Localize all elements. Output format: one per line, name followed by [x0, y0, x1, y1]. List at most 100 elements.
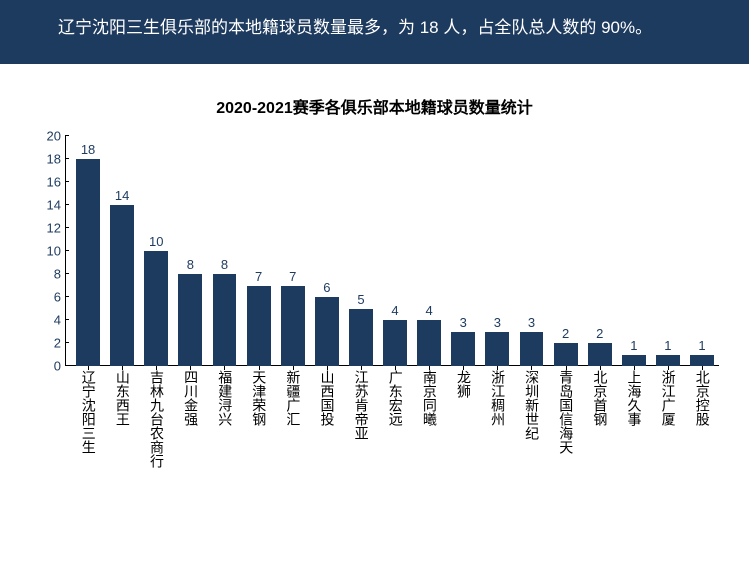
x-label-text: 福建浔兴	[217, 370, 232, 468]
x-tick-mark	[463, 366, 464, 370]
x-label-text: 深圳新世纪	[524, 370, 539, 468]
x-label-text: 吉林九台农商行	[149, 370, 164, 468]
bar-slot: 3	[514, 136, 548, 366]
bar-value-label: 2	[596, 326, 603, 341]
bar-rect	[76, 159, 100, 366]
bar-value-label: 3	[494, 315, 501, 330]
x-axis-labels: 辽宁沈阳三生山东西王吉林九台农商行四川金强福建浔兴天津荣钢新疆广汇山西国投江苏肯…	[65, 366, 719, 468]
bar-rect	[588, 343, 612, 366]
x-tick-mark	[668, 366, 669, 370]
bar-slot: 18	[71, 136, 105, 366]
x-tick-mark	[190, 366, 191, 370]
x-label-slot: 龙狮	[446, 366, 480, 468]
bar-rect	[178, 274, 202, 366]
bar-rect	[281, 286, 305, 367]
bar-rect	[349, 309, 373, 367]
x-tick-mark	[327, 366, 328, 370]
bars-group: 18 14 10 88 7 7 6 5 4 4 3 3 3 2 2 1 1 1	[65, 136, 719, 366]
bar-value-label: 10	[149, 234, 163, 249]
x-tick-mark	[531, 366, 532, 370]
bar-value-label: 1	[630, 338, 637, 353]
y-tick-label: 0	[54, 359, 61, 374]
bar-value-label: 7	[255, 269, 262, 284]
x-label-slot: 北京控股	[685, 366, 719, 468]
bar-slot: 1	[685, 136, 719, 366]
chart-plot-area: 02468101214161820 1814108877654433322111	[65, 136, 719, 366]
bar-slot: 14	[105, 136, 139, 366]
x-label-slot: 青岛国信海天	[549, 366, 583, 468]
x-label-slot: 福建浔兴	[207, 366, 241, 468]
x-label-slot: 上海久事	[617, 366, 651, 468]
bar-value-label: 18	[81, 142, 95, 157]
bar-rect	[247, 286, 271, 367]
x-label-text: 北京控股	[694, 370, 709, 468]
bar-slot: 10	[139, 136, 173, 366]
x-label-slot: 南京同曦	[412, 366, 446, 468]
y-tick-label: 8	[54, 267, 61, 282]
y-tick-label: 14	[47, 198, 61, 213]
y-tick-label: 20	[47, 129, 61, 144]
x-label-slot: 四川金强	[173, 366, 207, 468]
x-tick-mark	[88, 366, 89, 370]
x-tick-mark	[156, 366, 157, 370]
y-tick-label: 16	[47, 175, 61, 190]
bar-rect	[656, 355, 680, 367]
chart-container: 2020-2021赛季各俱乐部本地籍球员数量统计 024681012141618…	[0, 64, 749, 468]
x-tick-mark	[395, 366, 396, 370]
x-tick-mark	[566, 366, 567, 370]
x-tick-mark	[600, 366, 601, 370]
x-label-slot: 浙江稠州	[480, 366, 514, 468]
x-tick-mark	[702, 366, 703, 370]
y-tick-label: 4	[54, 313, 61, 328]
y-tick-label: 2	[54, 336, 61, 351]
y-tick-label: 6	[54, 290, 61, 305]
bar-value-label: 1	[664, 338, 671, 353]
bar-slot: 7	[276, 136, 310, 366]
bar-value-label: 8	[221, 257, 228, 272]
bar-value-label: 2	[562, 326, 569, 341]
bar-value-label: 14	[115, 188, 129, 203]
bar-value-label: 7	[289, 269, 296, 284]
bar-slot: 3	[480, 136, 514, 366]
x-label-text: 辽宁沈阳三生	[80, 370, 95, 468]
bar-value-label: 3	[460, 315, 467, 330]
x-label-text: 上海久事	[626, 370, 641, 468]
bar-value-label: 3	[528, 315, 535, 330]
header-band: 辽宁沈阳三生俱乐部的本地籍球员数量最多，为 18 人，占全队总人数的 90%。	[0, 0, 749, 64]
bar-rect	[383, 320, 407, 366]
x-label-text: 广东宏远	[387, 370, 402, 468]
bar-slot: 1	[651, 136, 685, 366]
bar-slot: 8	[173, 136, 207, 366]
x-label-text: 山西国投	[319, 370, 334, 468]
x-label-text: 新疆广汇	[285, 370, 300, 468]
x-label-text: 四川金强	[183, 370, 198, 468]
x-label-text: 天津荣钢	[251, 370, 266, 468]
bar-slot: 4	[378, 136, 412, 366]
bar-slot: 6	[310, 136, 344, 366]
bar-value-label: 5	[357, 292, 364, 307]
bar-rect	[110, 205, 134, 366]
x-tick-mark	[634, 366, 635, 370]
bar-value-label: 6	[323, 280, 330, 295]
x-tick-mark	[122, 366, 123, 370]
bar-rect	[520, 332, 544, 367]
x-label-text: 山东西王	[114, 370, 129, 468]
bar-slot: 3	[446, 136, 480, 366]
x-label-slot: 北京首钢	[583, 366, 617, 468]
bar-value-label: 4	[426, 303, 433, 318]
x-label-text: 浙江稠州	[490, 370, 505, 468]
bar-rect	[213, 274, 237, 366]
x-label-text: 北京首钢	[592, 370, 607, 468]
x-label-slot: 广东宏远	[378, 366, 412, 468]
bar-value-label: 4	[391, 303, 398, 318]
bar-rect	[554, 343, 578, 366]
x-label-slot: 深圳新世纪	[514, 366, 548, 468]
bar-value-label: 1	[698, 338, 705, 353]
x-label-text: 龙狮	[456, 370, 471, 468]
bar-slot: 2	[549, 136, 583, 366]
bar-slot: 5	[344, 136, 378, 366]
x-label-slot: 山东西王	[105, 366, 139, 468]
x-tick-mark	[361, 366, 362, 370]
bar-rect	[485, 332, 509, 367]
y-tick-label: 10	[47, 244, 61, 259]
